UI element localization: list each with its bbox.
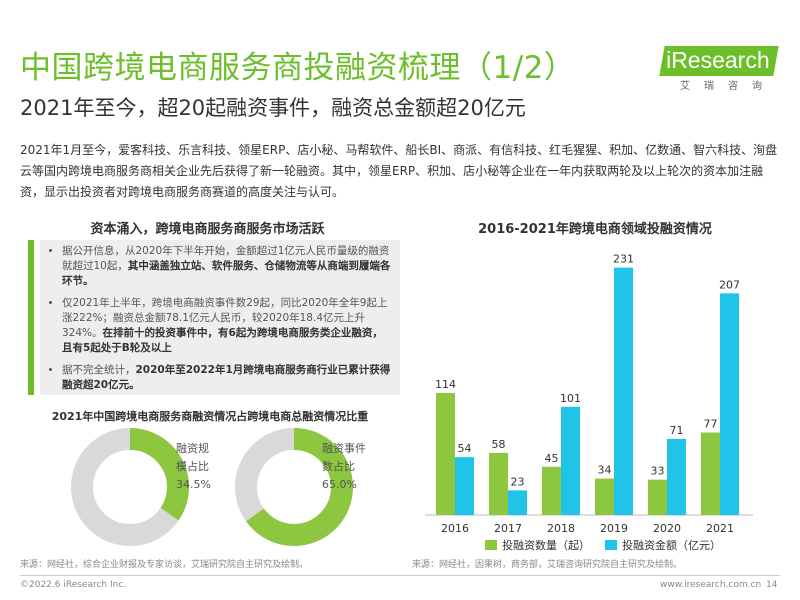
left-panel-heading: 资本涌入，跨境电商服务商服务市场活跃 <box>90 222 325 237</box>
bar-value-label: 34 <box>598 464 612 477</box>
bullet-item: 仅2021年上半年，跨境电商融资事件数29起，同比2020年全年9起上涨222%… <box>62 296 392 356</box>
accent-bar <box>28 240 34 395</box>
chart-heading: 2016-2021年跨境电商领域投融资情况 <box>478 222 712 237</box>
x-tick-label: 2017 <box>494 522 522 535</box>
bar-value-label: 54 <box>458 442 472 455</box>
bar-value-label: 45 <box>545 452 559 465</box>
footer-divider <box>20 575 780 576</box>
donut-label-scale: 融资规 模占比 34.5% <box>176 440 211 494</box>
donut-label-line: 融资事件 <box>322 442 366 455</box>
bullet-box: 据公开信息，从2020年下半年开始，金额超过1亿元人民币量级的融资就超过10起，… <box>40 240 400 395</box>
bar-value-label: 33 <box>651 465 665 478</box>
x-tick-label: 2020 <box>653 522 681 535</box>
bar-count <box>648 479 667 515</box>
right-source-note: 来源：网经社，因果树，商务部，艾瑞咨询研究院自主研究及绘制。 <box>412 560 683 570</box>
x-tick-label: 2021 <box>706 522 734 535</box>
bar-value-label: 207 <box>719 278 740 291</box>
legend-label: 投融资金额（亿元） <box>622 538 721 552</box>
bar-count <box>436 392 455 515</box>
iresearch-logo: iResearch 艾瑞咨询 <box>659 44 782 94</box>
bar-count <box>595 478 614 515</box>
donut-label-events: 融资事件 数占比 65.0% <box>322 440 366 494</box>
bar-amount <box>508 490 527 515</box>
bar-count <box>701 432 720 515</box>
donut-value: 65.0% <box>322 478 357 491</box>
legend-label: 投融资数量（起） <box>502 538 590 552</box>
x-tick-label: 2016 <box>441 522 469 535</box>
donut-value: 34.5% <box>176 478 211 491</box>
donut-label-line: 数占比 <box>322 460 355 473</box>
bar-amount <box>614 267 633 515</box>
x-tick-label: 2018 <box>547 522 575 535</box>
bar-amount <box>561 406 580 515</box>
bar-amount <box>455 457 474 515</box>
donut-heading: 2021年中国跨境电商服务商融资情况占跨境电商总融资情况比重 <box>51 410 369 423</box>
footer-copyright: ©2022.6 iResearch Inc. <box>20 580 127 590</box>
donut-label-line: 模占比 <box>176 460 209 473</box>
bullet-item: 据公开信息，从2020年下半年开始，金额超过1亿元人民币量级的融资就超过10起，… <box>62 244 392 289</box>
bar-value-label: 231 <box>613 253 634 266</box>
page-subtitle: 2021年至今，超20起融资事件，融资总金额超20亿元 <box>20 96 526 120</box>
bar-value-label: 114 <box>435 378 456 391</box>
page-number: 14 <box>766 580 778 590</box>
investment-bar-chart: 114 54 2016 58 23 2017 45 101 2018 34 231 2019 33 71 2… <box>425 253 753 552</box>
legend-swatch <box>605 540 617 550</box>
bar-value-label: 23 <box>511 475 525 488</box>
intro-paragraph: 2021年1月至今，爱客科技、乐言科技、领星ERP、店小秘、马帮软件、船长BI、… <box>20 143 778 199</box>
left-source-note: 来源：网经社，综合企业财报及专家访谈，艾瑞研究院自主研究及绘制。 <box>20 560 309 570</box>
x-tick-label: 2019 <box>600 522 628 535</box>
bar-count <box>489 452 508 515</box>
bar-count <box>542 466 561 515</box>
logo-cn: 艾瑞咨询 <box>680 81 776 92</box>
donut-share-arc <box>71 428 189 546</box>
bullet-item: 据不完全统计，2020年至2022年1月跨境电商服务商行业已累计获得融资超20亿… <box>62 363 392 393</box>
funding-events-donut <box>235 428 353 546</box>
bar-value-label: 71 <box>670 424 684 437</box>
bar-amount <box>667 438 686 515</box>
page-title: 中国跨境电商服务商投融资梳理（1/2） <box>20 50 576 86</box>
legend-swatch <box>485 540 497 550</box>
donut-label-line: 融资规 <box>176 442 209 455</box>
donut-share-arc <box>235 428 353 546</box>
logo-wordmark: iResearch <box>659 46 779 76</box>
bar-value-label: 101 <box>560 392 581 405</box>
bar-value-label: 58 <box>492 438 506 451</box>
footer-url: www.iresearch.com.cn <box>660 580 762 590</box>
bar-value-label: 77 <box>704 418 718 431</box>
funding-scale-donut <box>71 428 189 546</box>
bar-amount <box>720 293 739 515</box>
